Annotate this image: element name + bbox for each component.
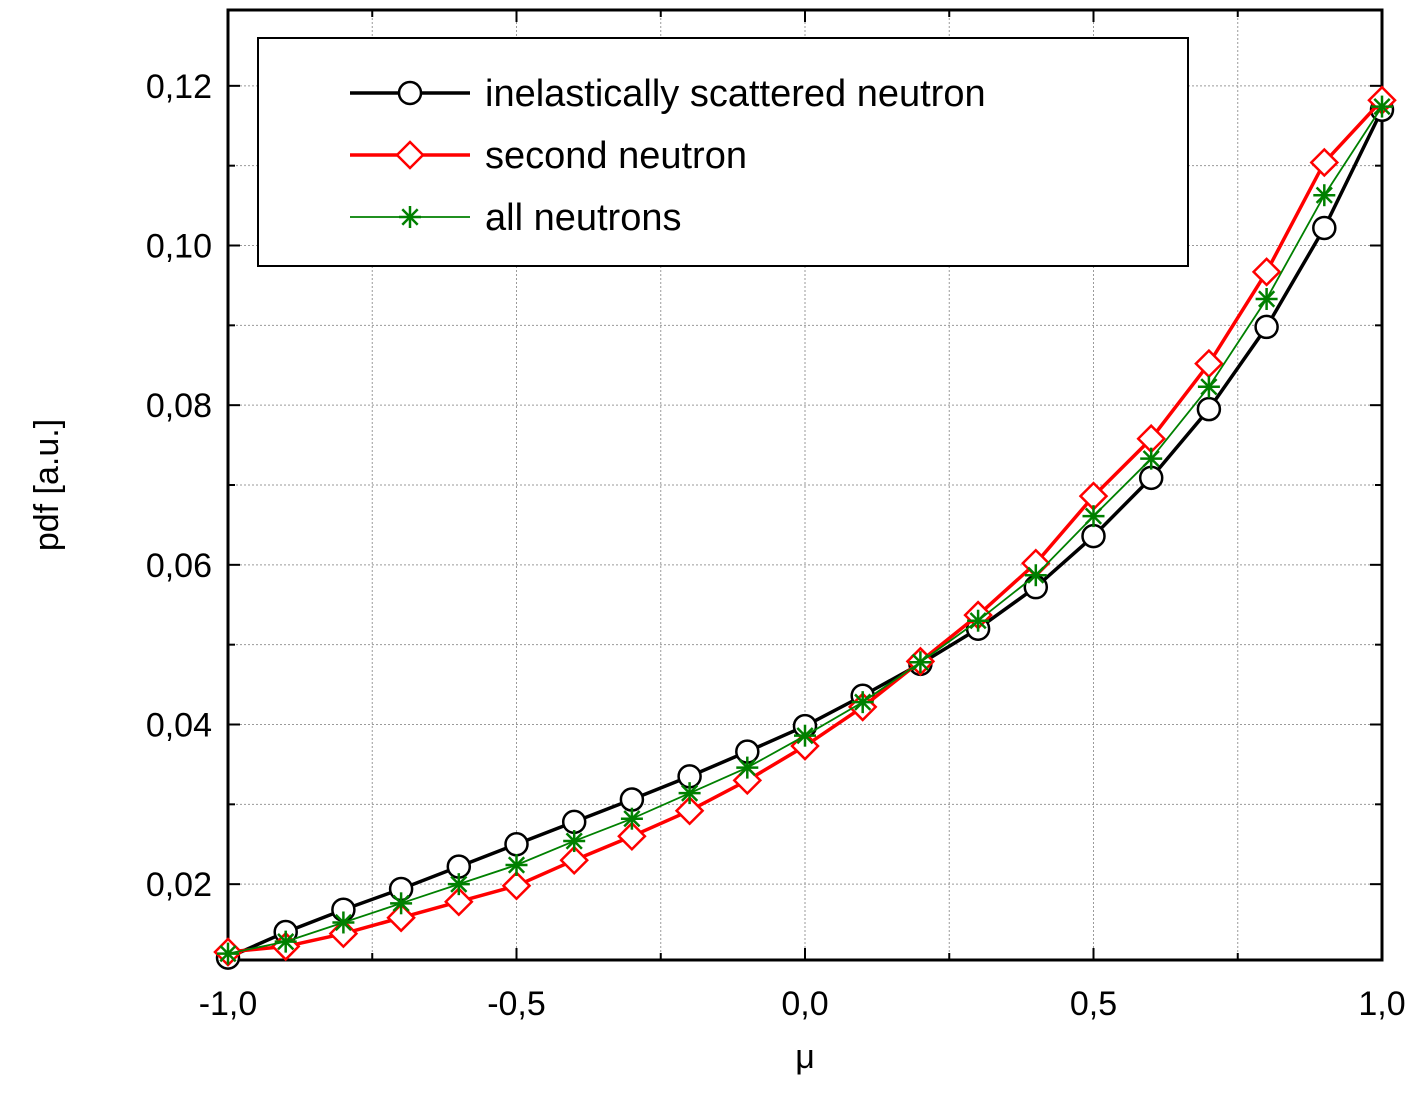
data-point [217,942,239,965]
data-point [447,873,470,896]
data-point [1138,465,1164,491]
data-point [390,892,413,915]
y-tick-label: 0,06 [146,547,212,585]
data-point [1371,95,1393,118]
asterisk-stroke [392,894,410,912]
y-tick-labels: 0,02 0,04 0,06 0,08 0,10 0,12 [146,68,212,904]
legend-item: second neutron [350,135,747,177]
x-tick-label: 0,0 [781,985,828,1023]
data-point [1140,447,1163,470]
asterisk-stroke [1200,378,1218,396]
data-point [851,691,874,714]
y-tick-label: 0,02 [146,866,212,904]
asterisk-stroke [623,810,641,828]
asterisk-stroke [1258,290,1276,308]
legend-item: all neutrons [350,197,681,239]
asterisk-stroke [796,727,814,745]
data-point [678,782,701,805]
data-point [1255,287,1278,310]
data-point [1081,523,1106,549]
y-tick-label: 0,08 [146,387,212,425]
asterisk-stroke [1027,566,1045,584]
asterisk-stroke [911,653,929,671]
data-point [967,609,990,632]
legend-marker [397,80,423,106]
asterisk-stroke [1142,450,1160,468]
data-point [619,787,645,812]
asterisk-stroke [1084,507,1103,525]
data-point [617,821,647,852]
data-point [1312,215,1337,241]
data-point [1251,257,1282,287]
data-point [274,930,297,953]
data-point [1309,147,1340,178]
data-point [794,724,816,747]
y-axis-title: pdf [a.u.] [28,419,66,551]
x-axis-title: μ [795,1038,815,1076]
x-tick-label: 1,0 [1358,985,1405,1023]
data-point [1024,564,1047,587]
data-point [561,809,587,835]
data-point [674,795,705,826]
legend-marker [399,206,421,228]
y-tick-label: 0,04 [146,706,212,744]
asterisk-stroke [277,933,295,951]
legend: inelastically scattered neutron second ne… [257,37,1189,267]
x-tick-labels: -1,0 -0,5 0,0 0,5 1,0 [199,985,1406,1023]
data-point [909,651,932,674]
asterisk-stroke [334,913,352,932]
data-point [1254,314,1279,340]
asterisk-stroke [1373,98,1391,116]
data-point [444,886,474,917]
data-point [563,830,586,853]
x-tick-label: -0,5 [487,985,546,1023]
asterisk-stroke [681,784,699,802]
asterisk-stroke [565,832,583,850]
data-point [1197,375,1220,398]
legend-label: second neutron [485,135,747,177]
legend-label: inelastically scattered neutron [485,73,986,115]
x-tick-label: -1,0 [199,985,258,1023]
asterisk-stroke [854,693,872,711]
data-point [620,807,643,830]
asterisk-stroke [401,208,419,226]
asterisk-stroke [738,759,756,777]
series-layer [213,85,1397,970]
data-point [736,756,759,779]
series-2 [217,95,1393,965]
asterisk-stroke [1315,186,1333,204]
asterisk-stroke [450,875,468,893]
asterisk-stroke [969,612,987,630]
data-point [504,831,529,857]
y-tick-label: 0,10 [146,228,212,266]
data-point [332,911,355,934]
data-point [328,918,359,949]
x-tick-label: 0,5 [1070,985,1117,1023]
asterisk-stroke [507,856,526,874]
legend-item: inelastically scattered neutron [350,73,986,115]
legend-label: all neutrons [485,197,681,239]
y-tick-label: 0,12 [146,68,212,106]
data-point [1082,505,1105,528]
data-point [505,854,528,876]
data-point [559,845,589,875]
data-point [1313,184,1336,207]
data-point [1196,396,1222,422]
data-point [501,870,532,901]
legend-marker [395,140,425,170]
asterisk-stroke [219,945,237,963]
